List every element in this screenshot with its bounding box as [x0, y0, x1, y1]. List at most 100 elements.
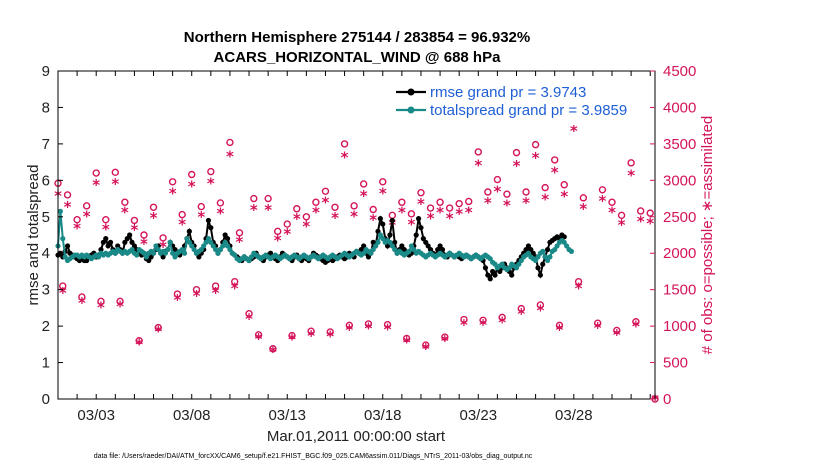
obs-possible-marker [364, 320, 373, 328]
obs-possible-marker [560, 181, 568, 189]
obs-assimilated-marker: * [436, 204, 444, 222]
obs-assimilated-marker: * [541, 191, 549, 209]
y-tick-label: 8 [42, 99, 50, 116]
obs-assimilated-marker: * [135, 336, 143, 354]
obs-assimilated-marker: * [522, 194, 530, 212]
rmse-point [205, 217, 212, 224]
obs-possible-marker [445, 204, 454, 212]
rmse-point [487, 276, 493, 282]
obs-possible-marker [135, 336, 143, 345]
obs-assimilated-marker: * [59, 284, 67, 302]
obs-assimilated-marker: * [302, 218, 310, 236]
y-tick-label: 5 [42, 209, 50, 226]
obs-assimilated-marker: * [651, 391, 659, 409]
obs-possible-marker [493, 175, 502, 184]
y2-axis-label: # of obs: o=possible; ∗=assimilated [699, 116, 716, 355]
totalspread-point [134, 252, 140, 258]
totalspread-point [540, 248, 546, 254]
obs-possible-marker [116, 297, 124, 306]
obs-assimilated-marker: * [226, 148, 234, 166]
totalspread-point [57, 208, 63, 214]
obs-possible-marker [92, 169, 100, 177]
obs-possible-marker [283, 220, 291, 228]
y-axis-left: 0 1 2 3 4 5 6 7 8 9 [42, 63, 63, 408]
obs-assimilated-marker: * [479, 316, 487, 334]
obs-possible-marker [436, 198, 444, 206]
y-tick-label: 7 [42, 136, 50, 153]
obs-possible-marker [555, 321, 564, 330]
obs-possible-marker [474, 148, 482, 156]
rmse-point [537, 272, 543, 278]
obs-assimilated-marker: * [417, 195, 425, 213]
obs-possible-marker [63, 191, 72, 199]
obs-possible-marker [340, 140, 349, 148]
rmse-point [208, 225, 214, 231]
obs-possible-marker [111, 168, 120, 177]
y2-tick-label: 500 [663, 355, 688, 372]
y2-tick-label: 1000 [663, 318, 696, 335]
totalspread-point [181, 250, 188, 256]
obs-assimilated-marker: * [422, 340, 430, 358]
obs-possible-marker [264, 194, 272, 203]
obs-possible-marker [379, 178, 387, 186]
obs-possible-marker [130, 216, 139, 225]
x-tick-label: 03/18 [364, 407, 402, 424]
obs-possible-marker [398, 198, 406, 206]
obs-assimilated-marker: * [274, 231, 282, 249]
obs-assimilated-marker: * [269, 343, 277, 361]
obs-possible-marker [417, 189, 425, 197]
obs-possible-marker [168, 178, 177, 186]
rmse-point [544, 246, 551, 253]
obs-assimilated-marker: * [111, 175, 119, 193]
obs-assimilated-marker: * [116, 298, 124, 316]
obs-possible-marker [484, 188, 492, 196]
obs-possible-marker [646, 209, 654, 217]
rmse-point [418, 225, 424, 231]
obs-assimilated-marker: * [379, 185, 387, 203]
obs-assimilated-marker: * [613, 326, 621, 344]
obs-possible-marker [455, 199, 463, 208]
obs-possible-marker [331, 203, 339, 212]
obs-assimilated-marker: * [513, 157, 521, 175]
obs-assimilated-marker: * [618, 216, 626, 234]
obs-possible-marker [273, 227, 282, 236]
obs-possible-marker [312, 198, 320, 206]
obs-possible-marker [551, 156, 559, 164]
x-tick-label: 03/28 [555, 407, 593, 424]
obs-possible-marker [78, 293, 86, 301]
y-axis-right: 0 500 1000 1500 2000 2500 3000 3500 4000 4500 [650, 63, 696, 408]
obs-possible-marker [211, 282, 220, 290]
obs-assimilated-marker: * [369, 211, 377, 229]
obs-assimilated-marker: * [474, 156, 482, 174]
obs-assimilated-marker: * [627, 167, 635, 185]
data-file-footnote: data file: /Users/raeder/DAI/ATM_forcXX/… [94, 453, 533, 460]
obs-assimilated-marker: * [307, 327, 315, 345]
y2-tick-label: 2500 [663, 209, 696, 226]
obs-assimilated-marker: * [250, 201, 258, 219]
obs-possible-marker [254, 331, 263, 339]
obs-possible-marker [422, 341, 430, 349]
obs-assimilated-marker: * [264, 201, 272, 219]
obs-assimilated-marker: * [570, 122, 578, 140]
obs-assimilated-marker: * [608, 204, 616, 222]
obs-possible-marker [216, 199, 225, 207]
rmse-point [64, 243, 71, 249]
obs-possible-marker [226, 138, 234, 147]
rmse-point [540, 261, 546, 267]
y-tick-label: 6 [42, 172, 50, 189]
y2-tick-label: 4500 [663, 63, 696, 80]
obs-assimilated-marker: * [207, 175, 215, 193]
obs-assimilated-marker: * [398, 204, 406, 222]
obs-possible-marker [121, 198, 129, 206]
rmse-point [415, 216, 422, 222]
obs-assimilated-marker: * [121, 204, 129, 222]
obs-assimilated-marker: * [460, 316, 468, 334]
totalspread-point [568, 248, 575, 254]
obs-assimilated-marker: * [517, 305, 525, 323]
obs-assimilated-marker: * [599, 192, 607, 210]
obs-possible-marker [498, 313, 506, 322]
rmse-point [377, 216, 383, 222]
obs-possible-marker [159, 234, 167, 242]
obs-possible-marker [627, 159, 635, 167]
